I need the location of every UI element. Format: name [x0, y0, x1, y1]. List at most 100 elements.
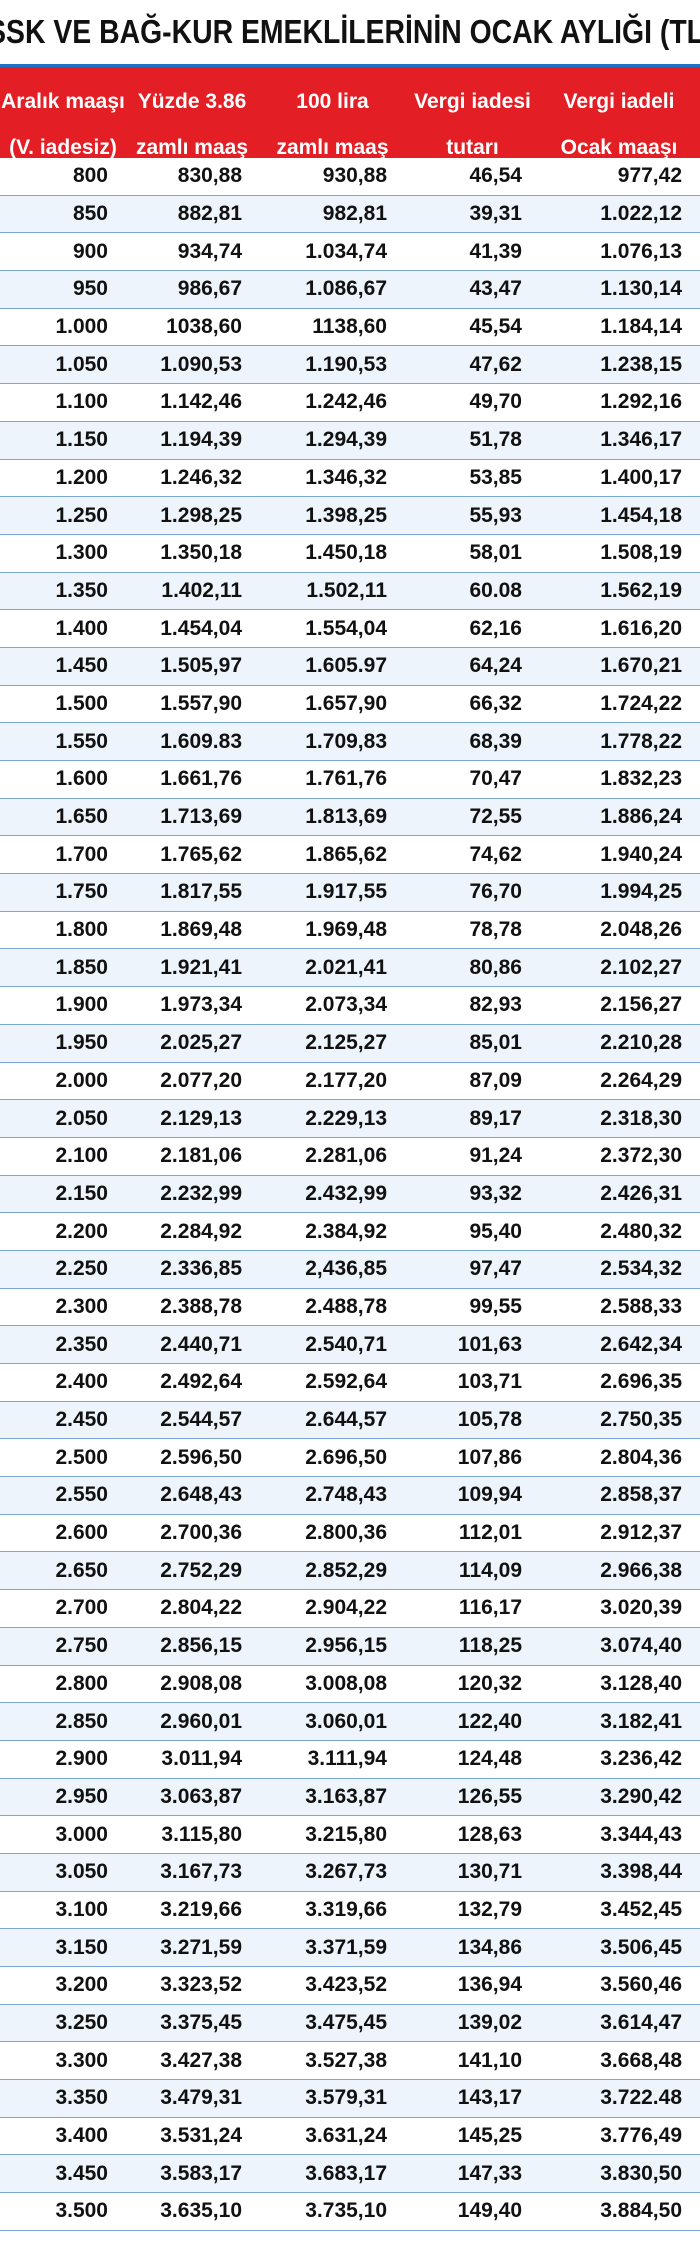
- table-cell: 2.150: [55, 1181, 108, 1205]
- table-cell: 1.398,25: [305, 503, 387, 527]
- title-bar: SSK VE BAĞ-KUR EMEKLİLERİNİN OCAK AYLIĞI…: [0, 0, 700, 67]
- table-cell: 80,86: [469, 955, 522, 979]
- table-cell: 136,94: [457, 1973, 522, 1997]
- table-row: 1.900 1.973,34 2.073,34 82,93 2.156,27: [0, 987, 700, 1025]
- table-cell: 2.696,50: [305, 1445, 387, 1469]
- table-cell: 2.077,20: [160, 1068, 242, 1092]
- table-row: 1.200 1.246,32 1.346,32 53,85 1.400,17: [0, 459, 700, 498]
- table-cell: 1.300: [55, 541, 108, 565]
- table-cell: 1.850: [55, 955, 108, 979]
- table-cell: 2.210,28: [600, 1031, 682, 1055]
- table-cell: 2.900: [55, 1747, 108, 1771]
- table-cell: 900: [72, 239, 108, 263]
- table-header: Aralık maaşı (V. iadesiz) Yüzde 3.86 zam…: [0, 67, 700, 159]
- table-cell: 3.531,24: [160, 2124, 242, 2148]
- table-cell: 2.440,71: [160, 1332, 242, 1356]
- table-cell: 3.219,66: [160, 1897, 242, 1921]
- table-cell: 3.167,73: [160, 1860, 242, 1884]
- table-cell: 1.616,20: [600, 616, 682, 640]
- table-cell: 2.372,30: [600, 1144, 682, 1168]
- table-row: 3.400 3.531,24 3.631,24 145,25 3.776,49: [0, 2117, 700, 2156]
- table-cell: 3.074,40: [600, 1634, 682, 1658]
- table-cell: 2.492,64: [160, 1370, 242, 1394]
- header-vergi-iadesi: Vergi iadesi tutarı: [407, 67, 538, 182]
- table-cell: 64,24: [469, 654, 522, 678]
- table-cell: 1.650: [55, 805, 108, 829]
- table-cell: 51,78: [469, 428, 522, 452]
- table-cell: 2.264,29: [600, 1068, 682, 1092]
- table-cell: 82,93: [469, 993, 522, 1017]
- table-cell: 1.022,12: [600, 202, 682, 226]
- table-cell: 1.657,90: [305, 691, 387, 715]
- table-cell: 3.400: [55, 2124, 108, 2148]
- table-row: 900 934,74 1.034,74 41,39 1.076,13: [0, 233, 700, 272]
- table-cell: 882,81: [177, 202, 242, 226]
- table-cell: 1.750: [55, 880, 108, 904]
- table-cell: 2.500: [55, 1445, 108, 1469]
- table-cell: 1.190,53: [305, 352, 387, 376]
- table-row: 850 882,81 982,81 39,31 1.022,12: [0, 195, 700, 234]
- table-cell: 2.696,35: [600, 1370, 682, 1394]
- table-cell: 68,39: [469, 729, 522, 753]
- table-cell: 3.427,38: [160, 2048, 242, 2072]
- table-cell: 3.060,01: [305, 1709, 387, 1733]
- table-cell: 1.200: [55, 465, 108, 489]
- table-cell: 3.371,59: [305, 1935, 387, 1959]
- table-cell: 1.400: [55, 616, 108, 640]
- table-cell: 2.388,78: [160, 1294, 242, 1318]
- header-line: Vergi iadesi: [414, 90, 531, 113]
- table-cell: 107,86: [457, 1445, 522, 1469]
- table-cell: 1.450,18: [305, 541, 387, 565]
- table-cell: 1.869,48: [160, 918, 242, 942]
- table-cell: 2.852,29: [305, 1558, 387, 1582]
- table-row: 3.250 3.375,45 3.475,45 139,02 3.614,47: [0, 2004, 700, 2043]
- table-cell: 1.238,15: [600, 352, 682, 376]
- table-cell: 3.182,41: [600, 1709, 682, 1733]
- table-cell: 2.281,06: [305, 1144, 387, 1168]
- table-row: 2.500 2.596,50 2.696,50 107,86 2.804,36: [0, 1439, 700, 1478]
- table-cell: 934,74: [177, 239, 242, 263]
- table-cell: 2.384,92: [305, 1219, 387, 1243]
- table-cell: 3.452,45: [600, 1897, 682, 1921]
- table-cell: 2.073,34: [305, 993, 387, 1017]
- table-row: 2.050 2.129,13 2.229,13 89,17 2.318,30: [0, 1100, 700, 1138]
- header-line: Vergi iadeli: [563, 90, 675, 113]
- table-row: 1.800 1.869,48 1.969,48 78,78 2.048,26: [0, 911, 700, 950]
- table-cell: 2.644,57: [305, 1408, 387, 1432]
- table-cell: 800: [72, 164, 108, 188]
- table-cell: 2.804,36: [600, 1445, 682, 1469]
- table-cell: 99,55: [469, 1294, 522, 1318]
- table-cell: 62,16: [469, 616, 522, 640]
- table-cell: 2.544,57: [160, 1408, 242, 1432]
- table-cell: 141,10: [457, 2048, 522, 2072]
- table-cell: 1.969,48: [305, 918, 387, 942]
- table-cell: 2.156,27: [600, 993, 682, 1017]
- table-row: 2.750 2.856,15 2.956,15 118,25 3.074,40: [0, 1627, 700, 1666]
- table-cell: 3.100: [55, 1897, 108, 1921]
- table-cell: 1038,60: [166, 315, 242, 339]
- table-cell: 2.534,32: [600, 1257, 682, 1281]
- table-cell: 2.752,29: [160, 1558, 242, 1582]
- table-cell: 1.505,97: [160, 654, 242, 678]
- table-cell: 3.614,47: [600, 2011, 682, 2035]
- table-row: 1.250 1.298,25 1.398,25 55,93 1.454,18: [0, 497, 700, 535]
- table-cell: 2.600: [55, 1521, 108, 1545]
- table-cell: 3.398,44: [600, 1860, 682, 1884]
- table-cell: 2.858,37: [600, 1483, 682, 1507]
- table-cell: 3.475,45: [305, 2011, 387, 2035]
- table-cell: 3.560,46: [600, 1973, 682, 1997]
- table-cell: 3.290,42: [600, 1784, 682, 1808]
- table-cell: 2.650: [55, 1558, 108, 1582]
- table-cell: 3.150: [55, 1935, 108, 1959]
- table-cell: 1.761,76: [305, 767, 387, 791]
- table-cell: 1.921,41: [160, 955, 242, 979]
- table-cell: 46,54: [469, 164, 522, 188]
- table-cell: 1.250: [55, 503, 108, 527]
- table-cell: 70,47: [469, 767, 522, 791]
- table-row: 3.100 3.219,66 3.319,66 132,79 3.452,45: [0, 1891, 700, 1930]
- table-cell: 3.050: [55, 1860, 108, 1884]
- table-cell: 3.267,73: [305, 1860, 387, 1884]
- table-cell: 1.713,69: [160, 805, 242, 829]
- header-100-lira-zamli: 100 lira zamlı maaş: [258, 67, 407, 182]
- table-cell: 3.735,10: [305, 2199, 387, 2223]
